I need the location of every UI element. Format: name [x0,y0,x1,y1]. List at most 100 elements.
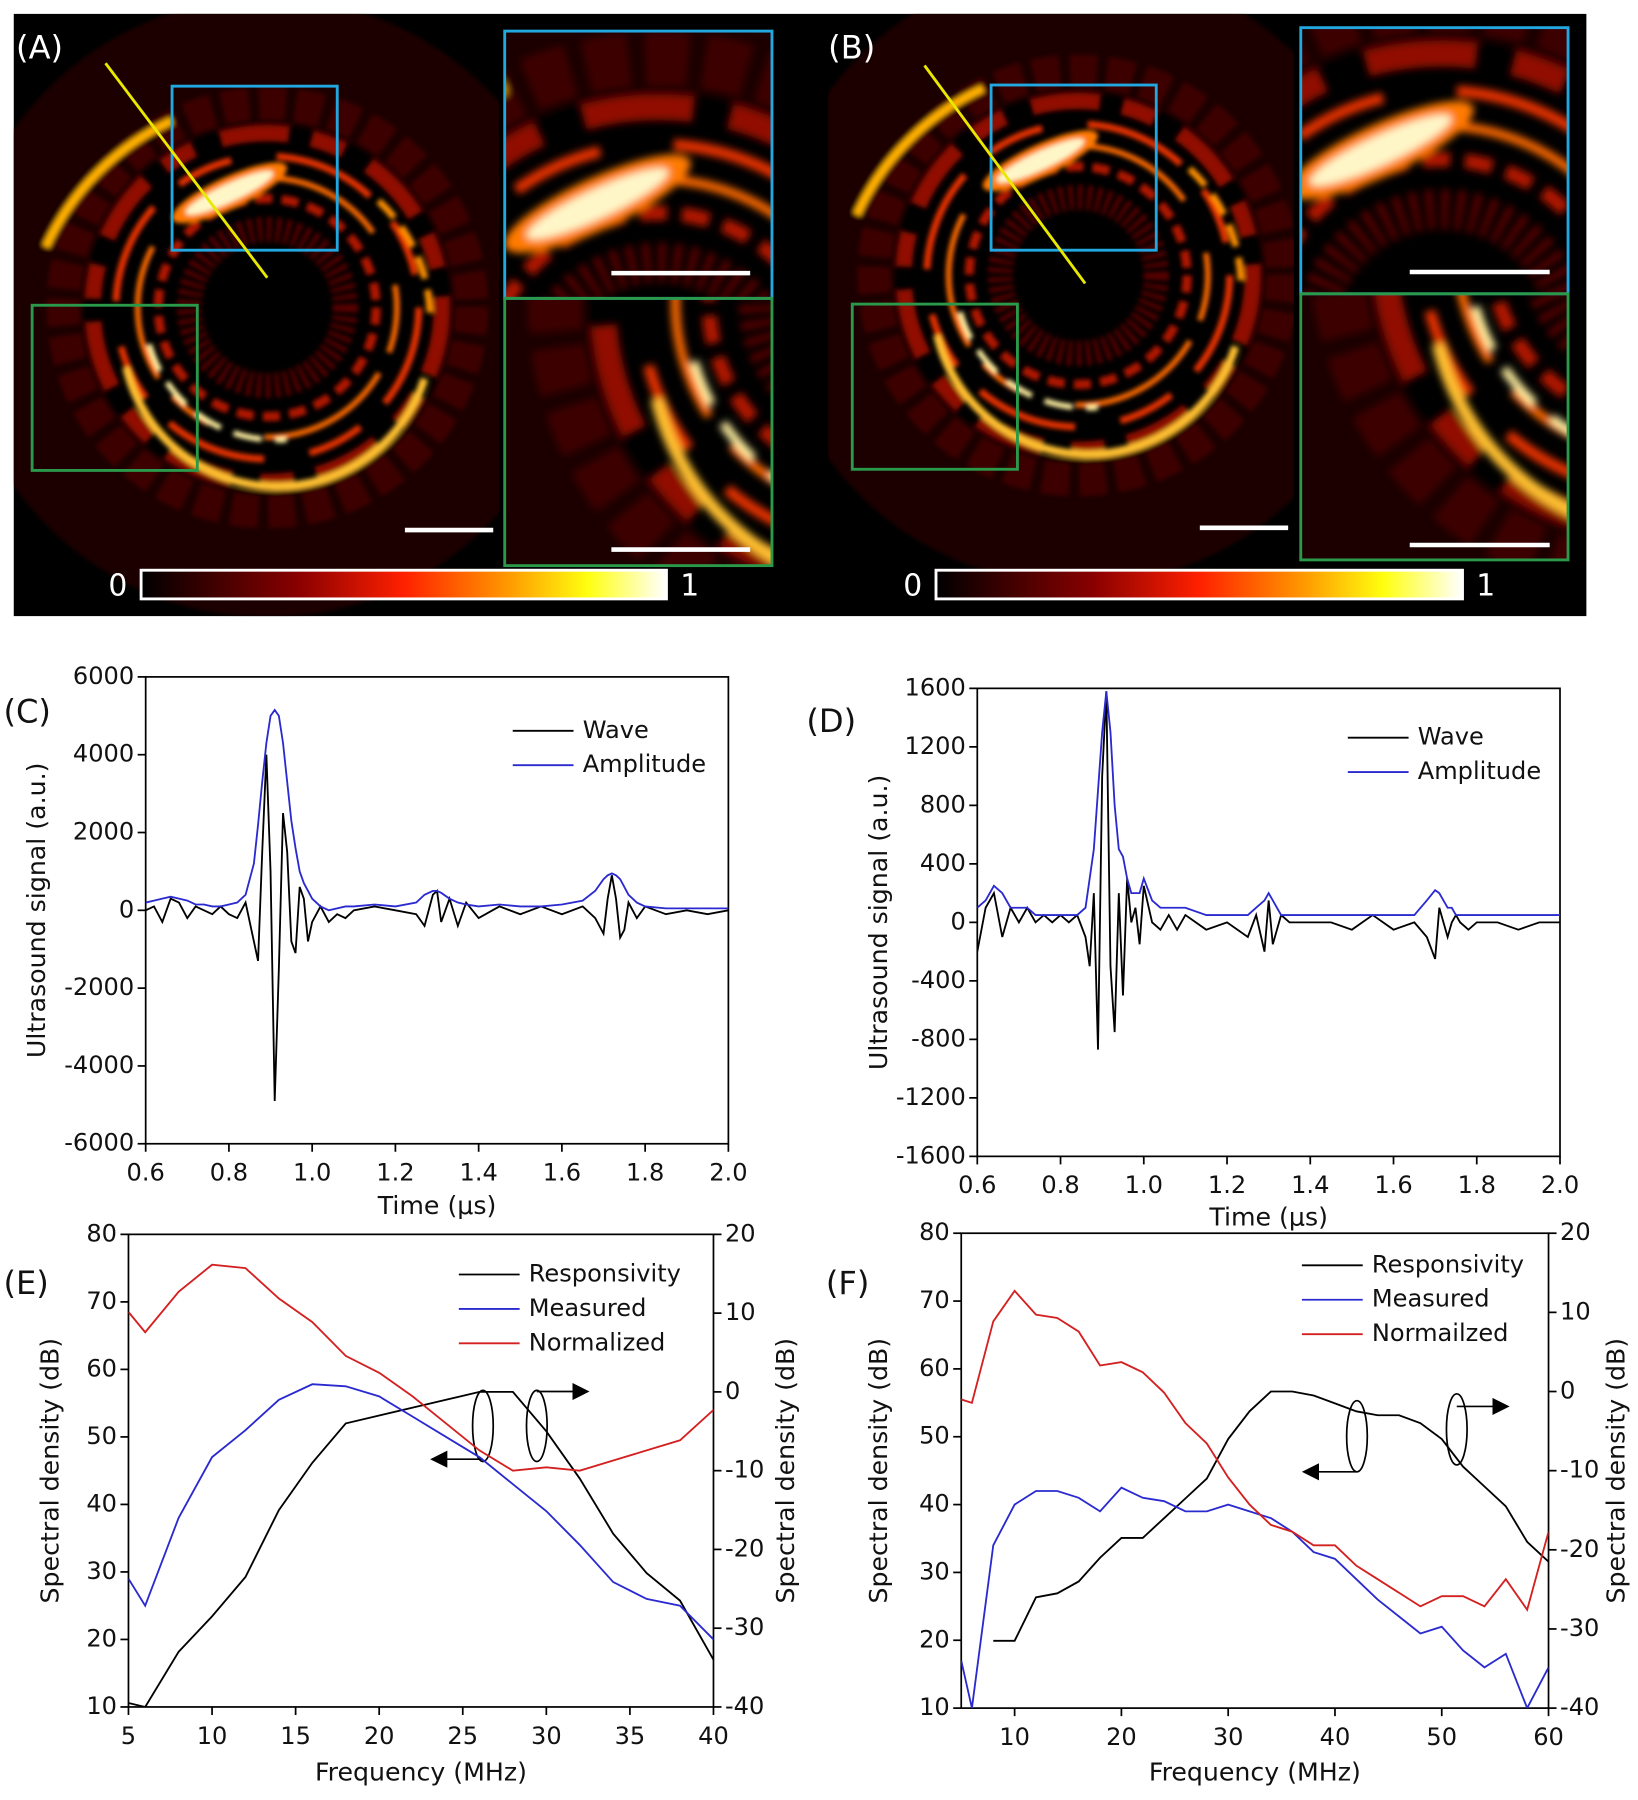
x-tick-label: 1.6 [1374,1171,1412,1199]
y-tick-label: 10 [919,1693,950,1721]
y-tick-label: -800 [911,1024,966,1052]
x-tick-label: 20 [1106,1723,1137,1751]
x-axis-label: Time (μs) [377,1191,497,1220]
legend-label: Measured [1372,1285,1490,1313]
x-tick-label: 25 [447,1722,478,1750]
legend-label: Measured [529,1294,647,1322]
panel-label: (D) [806,702,856,740]
y-tick-label: 60 [86,1354,117,1382]
figure-rect [1299,292,1570,562]
x-tick-label: 10 [999,1723,1030,1751]
y-tick-label: 1600 [905,673,966,701]
series-line [145,708,729,912]
y2-tick-label: 10 [1560,1297,1591,1325]
series-line [128,1263,714,1472]
y2-tick-label: -20 [1560,1535,1599,1563]
plot-area [961,1289,1549,1709]
y-tick-label: 80 [86,1219,117,1247]
figure-line [923,64,1087,285]
legend-label: Wave [1418,723,1484,751]
y-tick-label: 4000 [73,740,134,768]
y-tick-label: 20 [86,1624,117,1652]
y-tick-label: -1600 [896,1141,966,1169]
x-tick-label: 1.2 [1208,1171,1246,1199]
x-tick-label: 1.2 [376,1159,414,1187]
y-axis-label: Ultrasound signal (a.u.) [864,775,893,1070]
x-tick-label: 1.0 [293,1159,331,1187]
figure-ellipse [1445,1392,1468,1466]
y-tick-label: 30 [86,1557,117,1585]
x-tick-label: 10 [197,1722,228,1750]
x-tick-label: 1.8 [1458,1171,1496,1199]
roi-boxes [30,26,1570,568]
x-tick-label: 0.8 [1041,1171,1079,1199]
x-tick-label: 50 [1426,1723,1457,1751]
y2-tick-label: 0 [725,1377,740,1405]
x-tick-label: 0.6 [958,1171,996,1199]
y-tick-label: -1200 [896,1083,966,1111]
y-tick-label: 20 [919,1625,950,1653]
x-tick-label: 30 [531,1722,562,1750]
legend-label: Responsivity [1372,1250,1524,1278]
y2-tick-label: -20 [725,1534,764,1562]
y-tick-label: 30 [919,1557,950,1585]
panel-label: (E) [3,1264,48,1302]
x-tick-label: 35 [615,1722,646,1750]
legend-label: Amplitude [1418,757,1541,785]
plot-frame [144,676,730,1145]
y-tick-label: 400 [920,849,966,877]
x-tick-label: 1.6 [543,1159,581,1187]
figure-rect [850,302,1019,471]
series-line [977,691,1560,916]
y-tick-label: 1200 [905,732,966,760]
colorbar-label: 1 [1476,568,1495,603]
profile-lines [104,62,1087,285]
figure-ellipse [471,1389,495,1463]
panel-label: (B) [828,28,875,66]
y-tick-label: 800 [920,790,966,818]
figure-rect [989,83,1158,252]
plot-area [977,691,1560,1050]
y-tick-label: 50 [919,1422,950,1450]
scale-bars [404,269,1550,552]
x-tick-label: 40 [1320,1723,1351,1751]
y2-axis-label: Spectral density (dB) [771,1338,800,1604]
y-tick-label: 0 [119,895,134,923]
legend-label: Wave [583,716,649,744]
x-tick-label: 30 [1213,1723,1244,1751]
panel-label: (F) [826,1264,870,1302]
y-tick-label: 10 [86,1692,117,1720]
annotations [430,1382,1510,1481]
plot-area [128,1263,714,1707]
y2-tick-label: 0 [1560,1377,1575,1405]
y-tick-label: 40 [919,1490,950,1518]
x-tick-label: 60 [1533,1723,1564,1751]
figure-rect [170,84,339,252]
chart: 0.6 0.8 1.0 1.2 1.4 1.6 1.8 2.0 -1600 -1200 -800 -4… [806,673,1579,1231]
y2-tick-label: -40 [725,1692,764,1720]
series-line [145,754,729,1101]
y-axis-label: Ultrasound signal (a.u.) [22,763,51,1058]
x-tick-label: 1.0 [1125,1171,1163,1199]
y-axis-label: Spectral density (dB) [36,1338,65,1604]
legend-label: Normalized [529,1328,666,1356]
chart: 5 10 15 20 25 30 35 401020304050607080-40-30-20… [3,1219,799,1786]
panel-label: (C) [3,693,50,731]
y-tick-label: -4000 [64,1051,134,1079]
legend-label: Amplitude [583,750,706,778]
chart: 0.6 0.8 1.0 1.2 1.4 1.6 1.8 2.0 -6000 -4000 -2000 0… [3,662,747,1220]
x-tick-label: 15 [280,1722,311,1750]
x-tick-label: 1.4 [1291,1171,1329,1199]
x-tick-label: 20 [364,1722,395,1750]
y2-tick-label: 20 [1560,1218,1591,1246]
y-axis-label: Spectral density (dB) [864,1338,893,1604]
figure-rect [30,303,199,472]
y-tick-label: 70 [919,1286,950,1314]
y-tick-label: 70 [86,1287,117,1315]
y2-tick-label: -10 [1560,1456,1599,1484]
y2-axis-label: Spectral density (dB) [1601,1338,1630,1604]
x-tick-label: 2.0 [1541,1171,1579,1199]
image-panels [13,13,1587,617]
colorbar-label: 1 [680,568,699,603]
